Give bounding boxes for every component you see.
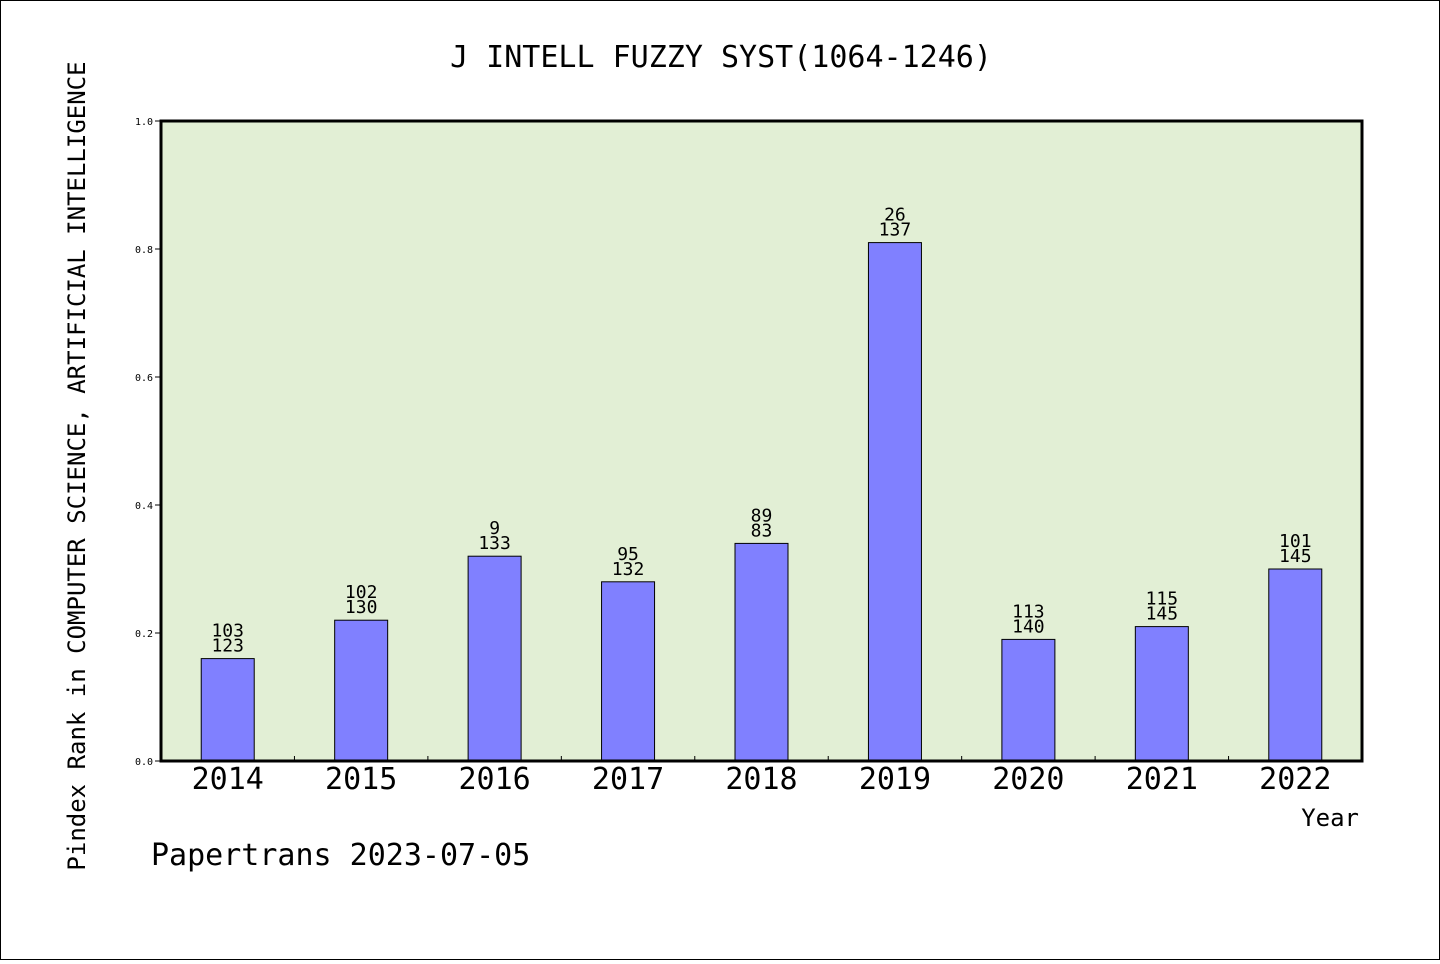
x-axis-label: Year bbox=[1301, 804, 1359, 832]
data-label-bottom: 130 bbox=[345, 597, 378, 618]
bar-2021 bbox=[1134, 626, 1189, 762]
data-label-top: 113 bbox=[1012, 601, 1045, 622]
y-tick-label: 0.6 bbox=[135, 373, 153, 384]
y-tick-label: 0.8 bbox=[135, 245, 153, 256]
data-label-bottom: 145 bbox=[1279, 546, 1312, 567]
x-tick-label: 2022 bbox=[1259, 762, 1331, 797]
footer-credit: Papertrans 2023-07-05 bbox=[151, 838, 530, 873]
data-label-bottom: 83 bbox=[751, 520, 773, 541]
bar-2016 bbox=[467, 555, 522, 762]
bars-group bbox=[200, 242, 1323, 762]
data-label-bottom: 133 bbox=[478, 533, 511, 554]
y-tick-label: 0.0 bbox=[135, 757, 153, 768]
x-tick-label: 2021 bbox=[1126, 762, 1198, 797]
x-tick-label: 2020 bbox=[992, 762, 1064, 797]
y-axis: 0.0 0.2 0.4 0.6 0.8 1.0 bbox=[135, 117, 161, 768]
data-label-top: 26 bbox=[884, 205, 906, 226]
data-label-bottom: 132 bbox=[612, 559, 645, 580]
y-tick-label: 1.0 bbox=[135, 117, 153, 128]
bar-2019 bbox=[867, 242, 922, 762]
x-tick-label: 2018 bbox=[725, 762, 797, 797]
data-label-bottom: 123 bbox=[211, 636, 244, 657]
plot-border bbox=[159, 119, 1364, 763]
data-label-bottom: 140 bbox=[1012, 616, 1045, 637]
bar-2014 bbox=[200, 658, 255, 762]
x-tick-label: 2017 bbox=[592, 762, 664, 797]
data-label-top: 89 bbox=[751, 505, 773, 526]
chart-title: J INTELL FUZZY SYST(1064-1246) bbox=[450, 40, 992, 75]
bar-2020 bbox=[1001, 638, 1056, 762]
data-label-bottom: 145 bbox=[1146, 604, 1179, 625]
data-label-top: 102 bbox=[345, 582, 378, 603]
x-tick-label: 2014 bbox=[192, 762, 264, 797]
bar-2015 bbox=[334, 619, 389, 762]
y-tick-label: 0.4 bbox=[135, 501, 153, 512]
data-label-top: 115 bbox=[1146, 589, 1179, 610]
bar-2022 bbox=[1268, 568, 1323, 762]
x-axis: 2014 2015 2016 2017 2018 2019 2020 2021 2022 bbox=[192, 756, 1331, 797]
y-axis-label: Pindex Rank in COMPUTER SCIENCE, ARTIFIC… bbox=[63, 61, 91, 870]
data-label-top: 103 bbox=[211, 621, 244, 642]
y-tick-label: 0.2 bbox=[135, 629, 153, 640]
data-label-top: 95 bbox=[617, 544, 639, 565]
bar-2018 bbox=[734, 542, 789, 762]
x-tick-label: 2015 bbox=[325, 762, 397, 797]
data-label-top: 101 bbox=[1279, 531, 1312, 552]
bar-2017 bbox=[601, 581, 656, 762]
data-label-bottom: 137 bbox=[879, 220, 912, 241]
x-tick-label: 2016 bbox=[458, 762, 530, 797]
data-labels-group: 1031231021309133951328983261371131401151… bbox=[211, 205, 1311, 657]
x-tick-label: 2019 bbox=[859, 762, 931, 797]
data-label-top: 9 bbox=[489, 518, 500, 539]
